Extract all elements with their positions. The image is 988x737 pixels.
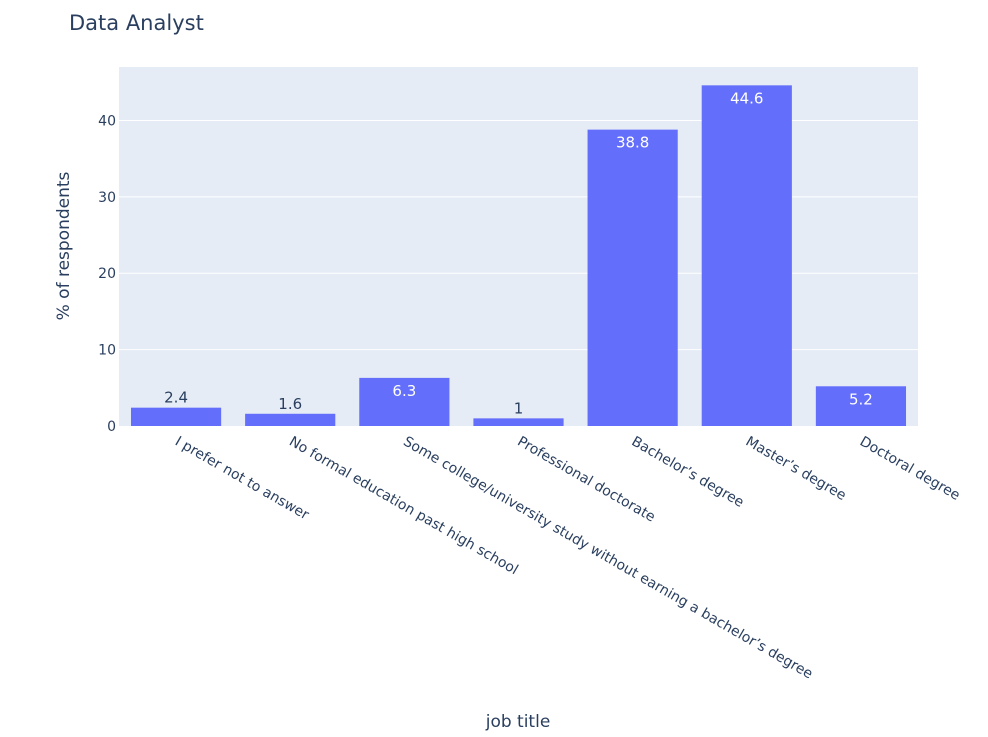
y-axis-ticks: 0 10 20 30 40 (98, 113, 116, 435)
x-axis-title: job title (485, 712, 551, 732)
bar (245, 413, 336, 426)
bar (359, 377, 450, 426)
y-tick-label: 30 (98, 190, 116, 206)
bar (587, 129, 678, 427)
bar (701, 85, 792, 427)
bar (473, 418, 564, 426)
data-label: 44.6 (730, 89, 763, 107)
chart-title: Data Analyst (69, 11, 204, 35)
data-labels: 2.4 1.6 6.3 1 38.8 44.6 5.2 (164, 89, 873, 417)
data-label: 2.4 (164, 389, 188, 407)
y-tick-label: 20 (98, 266, 116, 282)
bar (815, 386, 907, 426)
data-label: 6.3 (392, 382, 416, 400)
y-tick-label: 40 (98, 113, 116, 129)
data-label: 5.2 (849, 390, 873, 408)
bar (130, 407, 222, 426)
y-axis-title: % of respondents (54, 171, 74, 320)
data-label: 38.8 (616, 134, 649, 152)
y-tick-label: 10 (98, 343, 116, 359)
y-tick-label: 0 (107, 419, 116, 435)
data-label: 1.6 (278, 395, 302, 413)
bars (130, 85, 907, 427)
data-label: 1 (514, 399, 524, 417)
